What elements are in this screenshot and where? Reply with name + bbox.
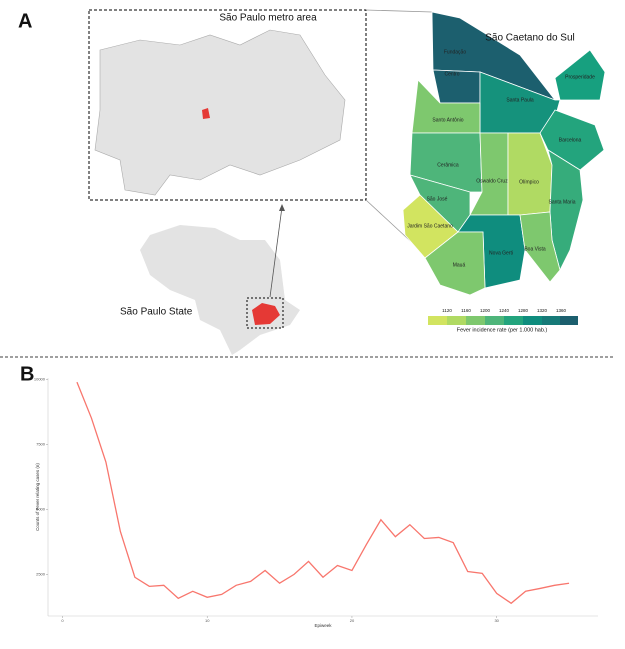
legend-tick-label: 1240 <box>499 308 510 313</box>
city-highlight <box>202 108 210 119</box>
district-label: Jardim São Caetano <box>407 223 453 229</box>
district <box>554 49 606 101</box>
district-label: Prosperidade <box>565 74 595 80</box>
district-label: Santa Maria <box>549 199 576 205</box>
district-label: Olímpico <box>519 179 539 185</box>
x-tick-label: 0 <box>61 618 64 623</box>
inset-box <box>88 9 367 201</box>
legend-tick-label: 1160 <box>461 308 471 313</box>
y-tick-label: 2500 <box>36 571 46 576</box>
district <box>402 194 459 259</box>
district-label: Santa Paula <box>506 97 533 103</box>
legend <box>428 316 578 325</box>
legend-tick-label: 1120 <box>442 308 452 313</box>
y-tick-label: 7500 <box>36 441 46 446</box>
legend-swatch <box>466 316 485 325</box>
district-label: Cerâmica <box>437 162 459 168</box>
district <box>424 231 486 296</box>
line-chart: 2500 5000 7500 10000 0 10 20 30 Epiweek Counts of… <box>34 376 598 628</box>
y-tick-label: 10000 <box>34 376 46 381</box>
district-label: Fundação <box>444 49 466 55</box>
district-label: São José <box>427 196 448 202</box>
y-axis-label: Counts of Fever relating cases (n) <box>35 463 40 531</box>
arrow-head <box>279 204 285 211</box>
legend-swatch <box>523 316 542 325</box>
district <box>411 79 481 134</box>
district-label: Oswaldo Cruz <box>476 178 508 184</box>
city-map <box>402 11 606 296</box>
legend-swatch <box>485 316 504 325</box>
legend-tick-label: 1200 <box>480 308 491 313</box>
legend-swatch <box>504 316 523 325</box>
district-label: Barcelona <box>559 137 582 143</box>
district-label: Centro <box>444 71 459 77</box>
district <box>409 132 483 193</box>
inset-title: São Paulo metro area <box>219 13 317 24</box>
x-tick-label: 20 <box>350 618 355 623</box>
state-shape <box>140 225 300 355</box>
x-axis-label: Epiweek <box>314 623 332 628</box>
state-box <box>246 297 284 329</box>
legend-swatch <box>560 316 578 325</box>
x-tick-label: 10 <box>205 618 210 623</box>
connector <box>365 9 433 13</box>
legend-title: Fever incidence rate (per 1.000 hab.) <box>457 327 548 333</box>
legend-swatch <box>447 316 466 325</box>
legend-tick-label: 1320 <box>537 308 548 313</box>
panel-label: B <box>20 363 34 385</box>
district-label: Mauá <box>453 262 466 268</box>
legend-swatch <box>542 316 560 325</box>
district-label: Santo Antônio <box>432 117 463 123</box>
legend-swatch <box>428 316 447 325</box>
legend-tick-label: 1360 <box>556 308 567 313</box>
y-tick-label: 5000 <box>36 506 46 511</box>
metro-area <box>94 29 346 196</box>
state-label: São Paulo State <box>120 307 193 318</box>
district-label: Nova Gerti <box>489 250 513 256</box>
district <box>519 211 561 283</box>
district-label: Boa Vista <box>524 246 546 252</box>
arrow <box>269 206 283 298</box>
metro-highlight <box>252 303 280 325</box>
legend-tick-label: 1280 <box>518 308 529 313</box>
panel-label: A <box>18 10 32 32</box>
x-tick-label: 30 <box>494 618 499 623</box>
data-line <box>76 381 570 605</box>
city-title: São Caetano do Sul <box>485 33 575 44</box>
